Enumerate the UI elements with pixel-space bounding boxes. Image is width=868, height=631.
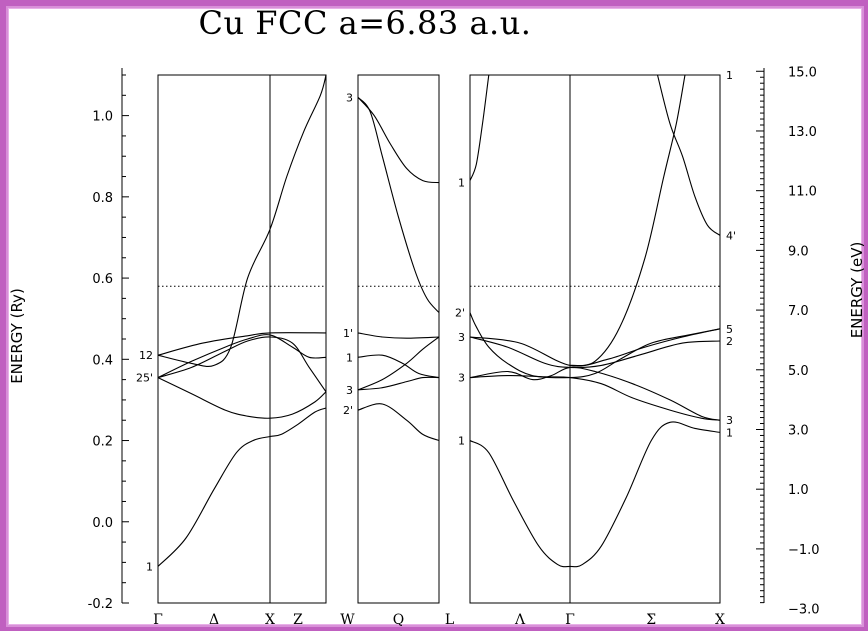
x-tick-label: Λ bbox=[514, 612, 526, 628]
band-symmetry-label: 2' bbox=[455, 307, 465, 320]
x-tick-label: X bbox=[715, 612, 725, 628]
x-tick-label: W bbox=[340, 612, 355, 628]
panels-group bbox=[157, 74, 721, 604]
band-symmetry-label: 25' bbox=[136, 372, 153, 385]
band-symmetry-label: 1' bbox=[343, 327, 353, 340]
x-tick-label: Z bbox=[293, 612, 303, 628]
band-symmetry-label: 3 bbox=[458, 331, 465, 344]
band-symmetry-label: 1 bbox=[346, 351, 353, 364]
left-tick-label: 0.0 bbox=[92, 516, 113, 531]
left-tick-label: -0.2 bbox=[88, 597, 113, 612]
band-symmetry-label: 3 bbox=[458, 372, 465, 385]
band-symmetry-label: 3 bbox=[726, 414, 733, 427]
energy-band bbox=[357, 403, 440, 442]
right-tick-label: −1.0 bbox=[788, 543, 820, 558]
x-tick-label: Γ bbox=[153, 612, 163, 628]
right-tick-label: 3.0 bbox=[788, 423, 809, 438]
energy-band bbox=[157, 74, 327, 368]
energy-band bbox=[157, 336, 327, 393]
band-symmetry-label: 1 bbox=[726, 426, 733, 439]
energy-band bbox=[469, 375, 721, 421]
panel-frame-w-l bbox=[357, 74, 440, 604]
axes-group: 1.00.80.60.40.20.0-0.215.013.011.09.07.0… bbox=[88, 65, 820, 617]
right-tick-label: 1.0 bbox=[788, 483, 809, 498]
y-axis-label-left: ENERGY (Ry) bbox=[8, 288, 26, 384]
band-symmetry-label: 12 bbox=[139, 349, 153, 362]
energy-band bbox=[357, 332, 440, 339]
right-tick-label: 5.0 bbox=[788, 364, 809, 379]
energy-band bbox=[656, 74, 721, 236]
band-symmetry-label: 3 bbox=[346, 384, 353, 397]
x-tick-label: X bbox=[265, 612, 275, 628]
energy-band bbox=[357, 376, 440, 391]
left-tick-label: 0.2 bbox=[92, 435, 113, 450]
chart-title: Cu FCC a=6.83 a.u. bbox=[198, 4, 532, 42]
band-symmetry-label: 1 bbox=[726, 69, 733, 82]
panel-frame-gamma-x-w bbox=[157, 74, 327, 604]
right-tick-label: 13.0 bbox=[788, 125, 817, 140]
band-symmetry-label: 5 bbox=[726, 323, 733, 336]
x-tick-label: L bbox=[445, 612, 454, 628]
x-tick-label: Δ bbox=[209, 612, 219, 628]
energy-band bbox=[357, 96, 440, 184]
band-symmetry-label: 1 bbox=[458, 435, 465, 448]
right-tick-label: 7.0 bbox=[788, 304, 809, 319]
x-tick-label: Γ bbox=[565, 612, 575, 628]
right-tick-label: 9.0 bbox=[788, 244, 809, 259]
energy-band bbox=[469, 74, 490, 181]
energy-band bbox=[157, 407, 327, 567]
right-tick-label: 15.0 bbox=[788, 65, 817, 80]
x-tick-label: Σ bbox=[646, 612, 656, 628]
energy-band bbox=[469, 328, 721, 367]
band-symmetry-label: 2' bbox=[343, 404, 353, 417]
energy-band bbox=[469, 366, 721, 421]
band-symmetry-label: 4' bbox=[726, 229, 736, 242]
energy-band bbox=[357, 336, 440, 391]
energy-band bbox=[157, 334, 327, 379]
panel-frame-l-gamma-x bbox=[469, 74, 721, 604]
left-tick-label: 0.4 bbox=[92, 353, 113, 368]
left-tick-label: 0.6 bbox=[92, 272, 113, 287]
energy-band bbox=[469, 312, 721, 379]
x-tick-label: Q bbox=[393, 612, 404, 628]
energy-band bbox=[157, 377, 327, 419]
y-axis-label-right: ENERGY (eV) bbox=[848, 242, 866, 339]
energy-band bbox=[357, 354, 440, 379]
band-symmetry-label: 3 bbox=[346, 91, 353, 104]
right-tick-label: −3.0 bbox=[788, 603, 820, 618]
band-symmetry-label: 1 bbox=[458, 177, 465, 190]
energy-band bbox=[157, 332, 327, 356]
band-symmetry-label: 1 bbox=[146, 560, 153, 573]
band-symmetry-label: 2 bbox=[726, 335, 733, 348]
left-tick-label: 1.0 bbox=[92, 110, 113, 125]
energy-band bbox=[469, 336, 721, 369]
left-tick-label: 0.8 bbox=[92, 191, 113, 206]
energy-band bbox=[569, 74, 686, 367]
right-tick-label: 11.0 bbox=[788, 185, 817, 200]
bands-group bbox=[157, 74, 721, 568]
energy-band bbox=[357, 96, 440, 313]
energy-band bbox=[469, 421, 721, 568]
